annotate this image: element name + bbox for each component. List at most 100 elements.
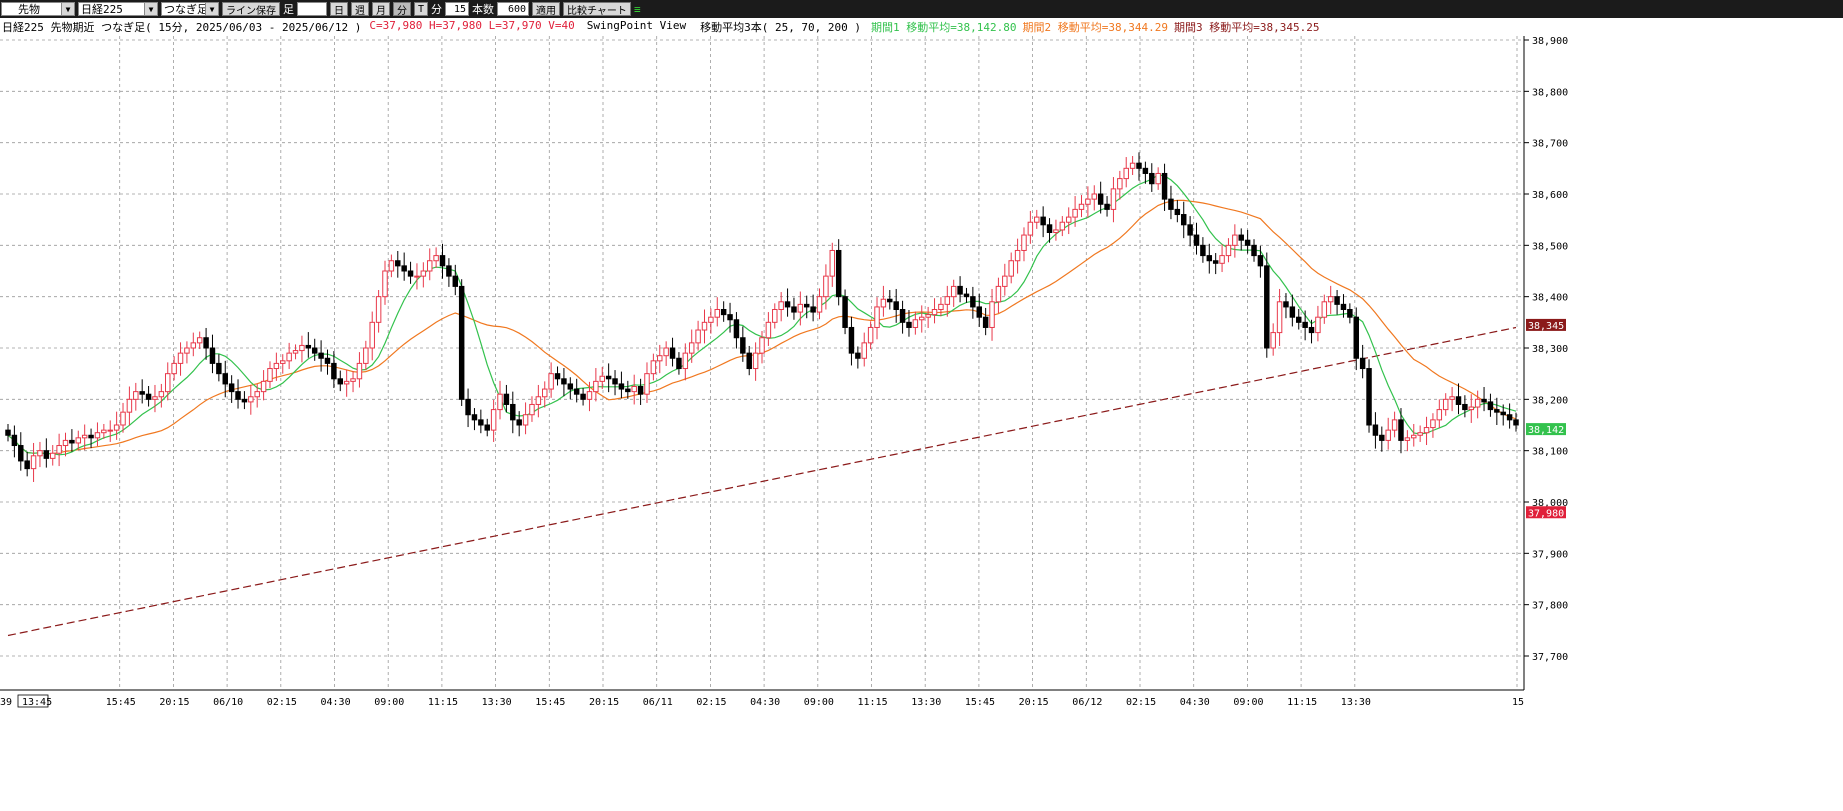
apply-button[interactable]: 適用	[532, 2, 561, 17]
candle-body	[688, 342, 695, 354]
y-tick-label: 37,900	[1532, 549, 1568, 560]
chevron-down-icon[interactable]: ▼	[61, 3, 74, 15]
candle-body	[478, 419, 484, 426]
ma2-readout: 期間2 移動平均=38,344.29	[1022, 21, 1169, 34]
candle-body	[1027, 221, 1034, 236]
candle-body	[599, 375, 605, 382]
tick-button[interactable]: T	[414, 2, 429, 16]
candle-body	[919, 316, 925, 321]
candle-body	[1442, 398, 1449, 411]
candle-body	[37, 450, 43, 457]
candle-body	[1327, 296, 1334, 303]
minute-button[interactable]: 分	[393, 2, 411, 17]
candle-body	[944, 296, 951, 305]
candle-body	[925, 314, 931, 318]
candle-body	[1391, 419, 1398, 431]
x-tick-label: 06/10	[213, 697, 243, 708]
compare-chart-button[interactable]: 比較チャート	[563, 2, 631, 17]
candle-body	[855, 352, 861, 359]
candle-body	[1276, 301, 1283, 334]
x-tick-label-partial: 39	[0, 697, 12, 708]
week-button[interactable]: 週	[351, 2, 369, 17]
y-tick-label: 37,700	[1532, 652, 1568, 663]
candle-body	[350, 378, 356, 382]
month-button[interactable]: 月	[372, 2, 390, 17]
candle-body	[1468, 406, 1475, 411]
chevron-down-icon[interactable]: ▼	[144, 3, 157, 15]
candle-body	[1142, 167, 1149, 174]
candle-body	[228, 383, 235, 393]
chevron-down-icon[interactable]: ▼	[205, 3, 218, 15]
x-tick-label: 02:15	[267, 697, 297, 708]
candle-body	[573, 388, 580, 395]
ohlc-readout: C=37,980 H=37,980 L=37,970 V=40	[369, 19, 575, 32]
candle-body	[286, 352, 292, 362]
candle-body	[746, 352, 752, 370]
candle-body	[516, 419, 522, 426]
candles	[5, 152, 1519, 482]
candle-body	[529, 403, 535, 416]
candle-body	[452, 275, 459, 287]
candle-body	[94, 432, 101, 439]
x-tick-label: 02:15	[696, 697, 726, 708]
candle-body	[1238, 234, 1244, 241]
candle-body	[363, 347, 369, 364]
candle-body	[1270, 332, 1276, 349]
price-tag	[1526, 318, 1566, 331]
x-tick-label: 15	[1512, 697, 1524, 708]
candle-body	[1385, 429, 1391, 441]
foot-input[interactable]	[297, 2, 327, 16]
candle-body	[126, 398, 133, 413]
candle-body	[1123, 167, 1129, 180]
y-tick-label: 38,000	[1532, 498, 1568, 509]
candle-body	[1257, 255, 1264, 267]
y-axis: 38,900 38,800 38,700 38,600 38,500 38,400 38,3…	[1524, 36, 1570, 663]
x-tick-label: 09:00	[374, 697, 404, 708]
interval-input[interactable]: 15	[445, 2, 470, 16]
candle-body	[1232, 234, 1238, 246]
candle-body	[1193, 234, 1200, 246]
candle-body	[311, 347, 318, 354]
candle-body	[1200, 244, 1206, 257]
x-tick-label: 15:45	[106, 697, 136, 708]
candle-body	[938, 303, 944, 311]
candle-body	[248, 396, 254, 403]
candle-body	[970, 296, 976, 308]
ma2-path	[7, 199, 1517, 455]
candle-body	[1097, 193, 1104, 205]
market-select[interactable]: 先物 ▼	[1, 2, 75, 16]
count-input[interactable]: 600	[497, 2, 530, 16]
candle-body	[950, 285, 957, 298]
candle-body	[260, 380, 267, 393]
candle-body	[631, 386, 637, 393]
candle-body	[1129, 162, 1136, 169]
candle-body	[203, 337, 209, 349]
candle-body	[1315, 316, 1321, 334]
candle-body	[727, 314, 733, 321]
candle-body	[439, 255, 446, 267]
candle-body	[1398, 419, 1404, 441]
candle-body	[816, 296, 823, 313]
candle-body	[535, 396, 542, 405]
day-button[interactable]: 日	[330, 2, 348, 17]
ma2-line	[7, 199, 1517, 455]
series-select[interactable]: つなぎ足 ▼	[161, 2, 219, 16]
candle-body	[401, 265, 407, 272]
candle-body	[1014, 249, 1021, 262]
candle-body	[657, 355, 663, 362]
candle-body	[867, 326, 874, 344]
candle-body	[1155, 172, 1161, 185]
candle-body	[989, 301, 995, 328]
candle-body	[241, 398, 248, 403]
price-tag-label: 37,980	[1528, 508, 1564, 519]
save-line-button[interactable]: ライン保存	[222, 2, 280, 17]
chart-settings-icon[interactable]: ≡	[633, 2, 641, 16]
candle-body	[382, 270, 388, 298]
symbol-select[interactable]: 日経225 ▼	[78, 2, 158, 16]
candle-body	[1187, 224, 1193, 236]
candle-body	[1455, 396, 1462, 405]
candle-body	[299, 344, 305, 352]
x-tick-label: 13:30	[1341, 697, 1371, 708]
candle-body	[433, 255, 439, 262]
